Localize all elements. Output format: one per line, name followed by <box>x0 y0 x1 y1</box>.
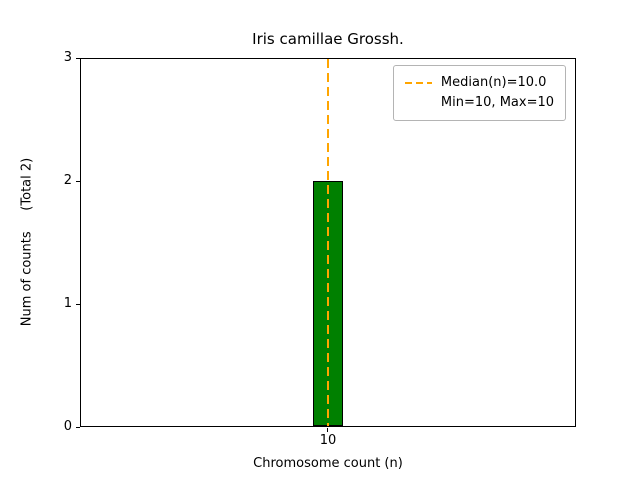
xtick-mark-10 <box>327 428 328 432</box>
xtick-label-10: 10 <box>319 433 337 448</box>
ytick-mark-1 <box>76 304 80 305</box>
xaxis-label: Chromosome count (n) <box>253 456 403 471</box>
legend-entry-median: Median(n)=10.0 <box>404 73 554 93</box>
legend-label-minmax: Min=10, Max=10 <box>440 95 554 110</box>
median-line <box>327 59 329 426</box>
ytick-label-3: 3 <box>63 50 72 65</box>
ytick-label-0: 0 <box>63 419 72 434</box>
empty-legend-symbol <box>405 102 432 104</box>
ytick-label-2: 2 <box>63 173 72 188</box>
ytick-mark-2 <box>76 181 80 182</box>
legend: Median(n)=10.0 Min=10, Max=10 <box>392 65 566 121</box>
dashed-line-icon <box>404 82 432 84</box>
ytick-mark-3 <box>76 58 80 59</box>
plot-area <box>80 58 576 427</box>
yaxis-label: Num of counts (Total 2) <box>19 157 35 327</box>
ytick-mark-0 <box>76 427 80 428</box>
ytick-label-1: 1 <box>63 296 72 311</box>
legend-label-median: Median(n)=10.0 <box>440 75 547 90</box>
legend-entry-minmax: Min=10, Max=10 <box>405 93 554 113</box>
chart-title: Iris camillae Grossh. <box>252 30 404 48</box>
